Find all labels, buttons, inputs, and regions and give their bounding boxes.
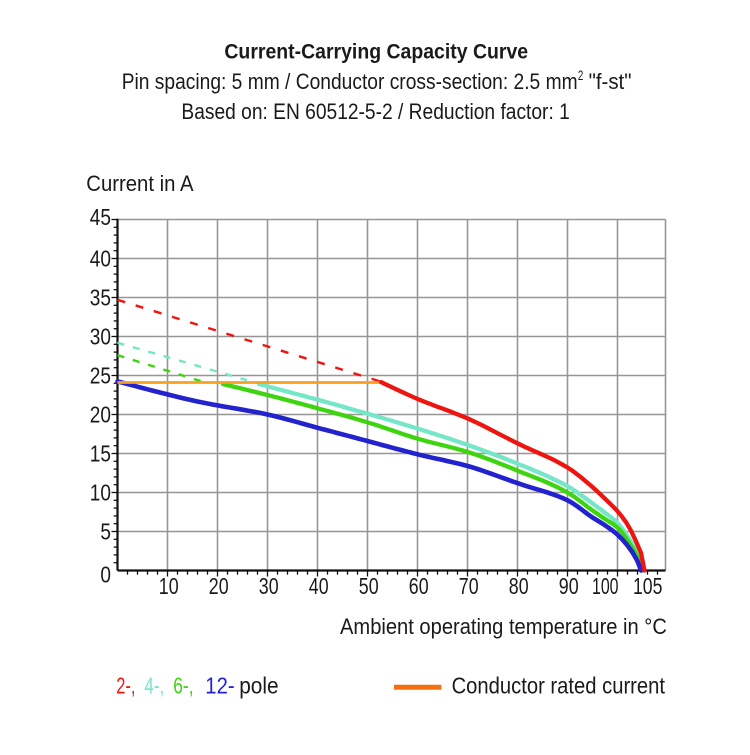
svg-text:"f-st": "f-st" — [589, 69, 632, 94]
svg-text:35: 35 — [90, 285, 111, 311]
svg-text:2-,: 2-, — [116, 672, 135, 698]
svg-text:Pin spacing: 5 mm / Conductor: Pin spacing: 5 mm / Conductor cross-sect… — [122, 69, 578, 94]
svg-text:90: 90 — [559, 573, 579, 599]
svg-text:Based on: EN 60512-5-2 / Reduc: Based on: EN 60512-5-2 / Reduction facto… — [181, 99, 569, 124]
svg-text:Conductor rated current: Conductor rated current — [452, 672, 666, 698]
svg-text:50: 50 — [359, 573, 379, 599]
svg-text:100: 100 — [592, 573, 619, 599]
svg-text:60: 60 — [409, 573, 429, 599]
svg-text:15: 15 — [90, 441, 111, 467]
svg-text:10: 10 — [159, 573, 179, 599]
svg-text:pole: pole — [239, 672, 278, 698]
svg-text:25: 25 — [90, 363, 111, 389]
svg-text:30: 30 — [259, 573, 279, 599]
svg-text:5: 5 — [100, 519, 111, 545]
svg-text:20: 20 — [90, 402, 111, 428]
svg-text:Current-Carrying Capacity Curv: Current-Carrying Capacity Curve — [224, 39, 528, 64]
svg-text:Ambient operating temperature: Ambient operating temperature in °C — [340, 614, 667, 639]
svg-text:20: 20 — [209, 573, 229, 599]
svg-text:2: 2 — [578, 68, 583, 83]
svg-text:4-,: 4-, — [144, 672, 164, 698]
svg-text:10: 10 — [90, 480, 111, 506]
svg-text:12-: 12- — [205, 672, 234, 698]
svg-text:70: 70 — [459, 573, 479, 599]
svg-text:30: 30 — [90, 324, 111, 350]
svg-text:6-,: 6-, — [173, 672, 193, 698]
svg-text:105: 105 — [633, 573, 663, 599]
svg-text:Current in A: Current in A — [86, 171, 194, 196]
svg-text:0: 0 — [100, 562, 111, 588]
svg-text:80: 80 — [509, 573, 529, 599]
svg-text:40: 40 — [309, 573, 329, 599]
svg-text:40: 40 — [90, 246, 111, 272]
svg-text:45: 45 — [90, 204, 111, 230]
